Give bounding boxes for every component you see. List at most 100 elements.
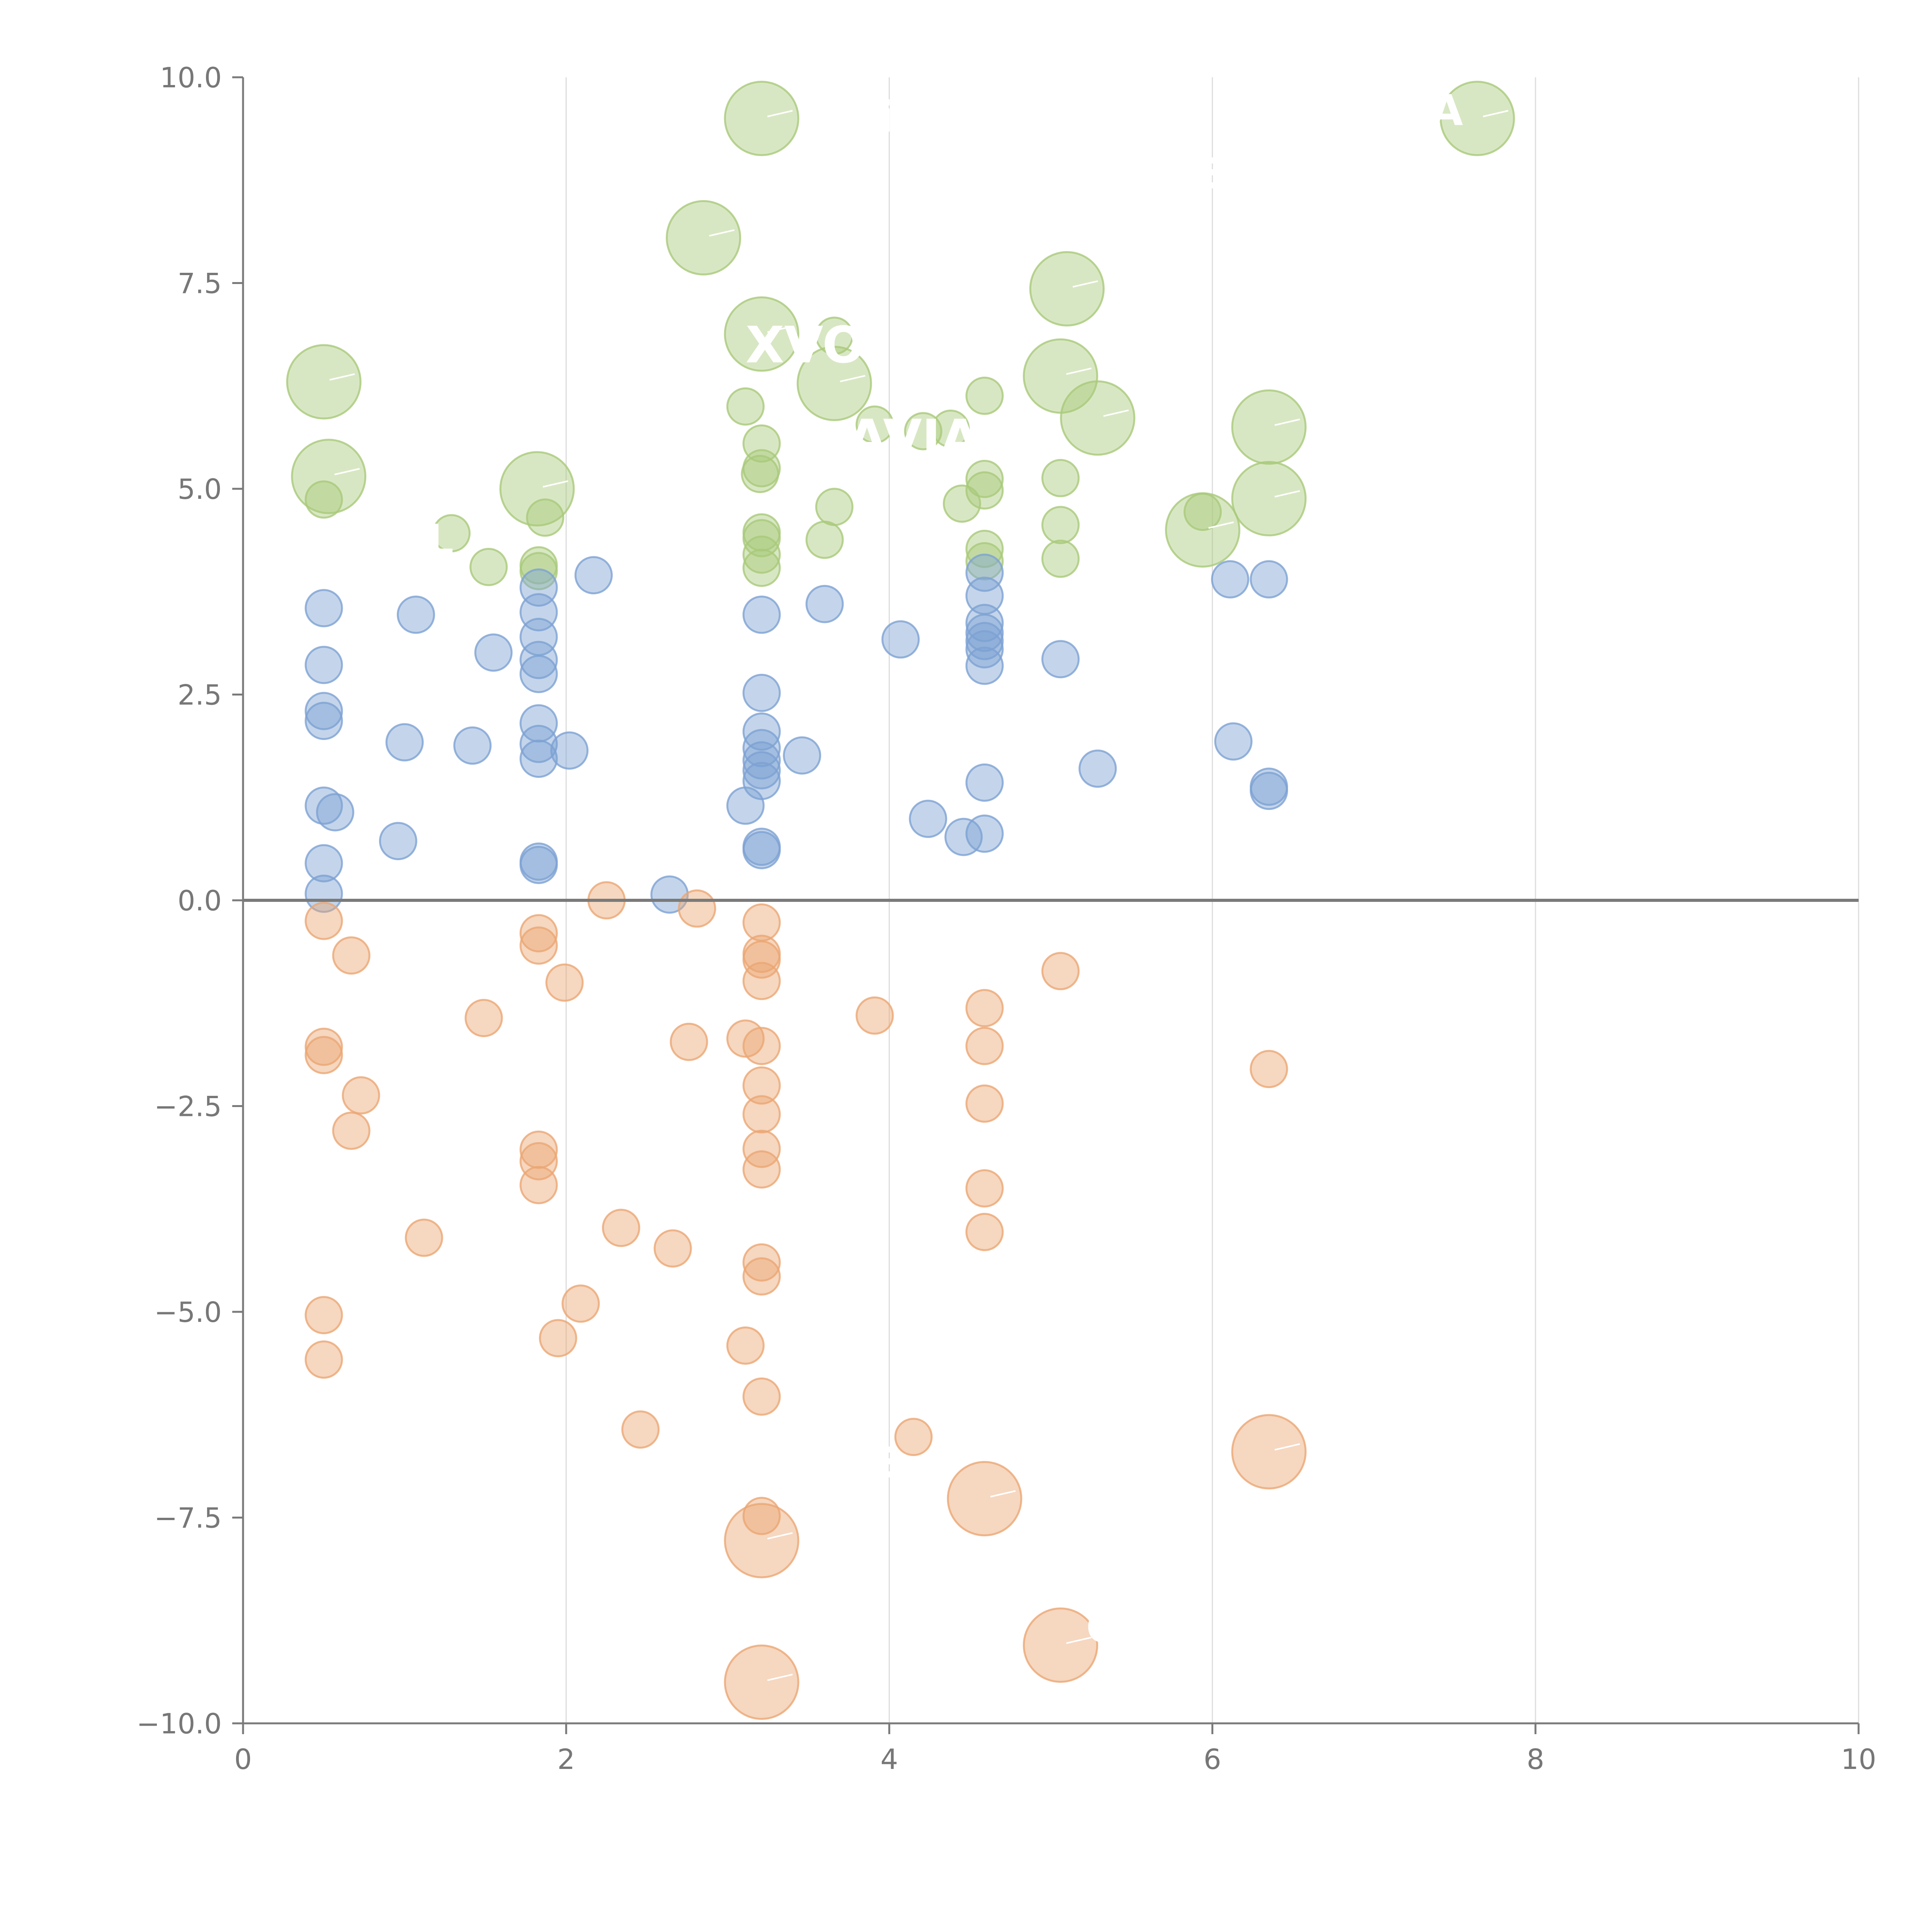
data-point-green bbox=[965, 459, 1004, 498]
data-point-orange bbox=[519, 914, 558, 952]
data-point-blue bbox=[304, 589, 343, 628]
data-point-blue bbox=[742, 831, 781, 869]
data-point-blue bbox=[396, 595, 435, 634]
data-point-orange bbox=[1023, 1607, 1099, 1683]
annotation-label: O bbox=[1086, 1602, 1122, 1652]
data-point-blue bbox=[1250, 560, 1288, 599]
data-point-orange bbox=[332, 1111, 371, 1150]
leader-line bbox=[1103, 409, 1129, 417]
data-point-orange bbox=[519, 926, 558, 965]
data-point-blue bbox=[805, 585, 844, 623]
data-point-green bbox=[1439, 81, 1515, 156]
data-point-blue bbox=[519, 724, 558, 763]
leader-line bbox=[1274, 1443, 1300, 1451]
data-point-green bbox=[943, 484, 981, 523]
data-point-green bbox=[742, 548, 781, 587]
y-tick-label: −10.0 bbox=[136, 1708, 222, 1740]
data-point-green bbox=[965, 542, 1004, 580]
data-point-orange bbox=[894, 1418, 933, 1456]
data-point-blue bbox=[965, 553, 1004, 592]
y-tick-label: −5.0 bbox=[154, 1296, 222, 1328]
data-point-blue bbox=[742, 712, 781, 751]
data-point-blue bbox=[742, 751, 781, 789]
leader-line bbox=[709, 229, 735, 237]
data-point-orange bbox=[947, 1461, 1022, 1537]
axes: −10.0 −7.5 −5.0 −2.5 0.0 2.5 5.0 7.5 10.0 0 2 4 6 8 10 bbox=[136, 61, 1876, 1776]
data-point-green bbox=[965, 471, 1004, 510]
data-point-green bbox=[499, 451, 575, 527]
data-point-blue bbox=[965, 763, 1004, 802]
leader-line bbox=[329, 373, 355, 381]
data-point-orange bbox=[405, 1218, 443, 1257]
data-point-blue bbox=[1078, 749, 1117, 788]
x-tick-label: 6 bbox=[1204, 1743, 1221, 1776]
data-point-green bbox=[666, 200, 742, 276]
data-point-blue bbox=[965, 630, 1004, 668]
data-point-blue bbox=[881, 620, 920, 659]
leader-line bbox=[1274, 490, 1300, 498]
annotation-label: XVO bbox=[745, 316, 865, 374]
annotation-label: L bbox=[427, 515, 454, 565]
data-point-green bbox=[1184, 493, 1222, 531]
leader-line bbox=[1066, 367, 1092, 375]
data-point-green bbox=[526, 498, 565, 537]
data-point-green bbox=[469, 548, 508, 586]
y-tick-label: 0.0 bbox=[177, 884, 222, 917]
data-point-green bbox=[1041, 506, 1080, 544]
data-point-orange bbox=[965, 1169, 1004, 1208]
data-point-blue bbox=[742, 595, 781, 634]
data-point-green bbox=[304, 480, 343, 519]
data-point-orange bbox=[965, 1213, 1004, 1251]
bubbles bbox=[286, 81, 1515, 1720]
data-point-green bbox=[815, 488, 854, 526]
leader-line bbox=[767, 110, 793, 117]
annotation-label: E bbox=[1198, 149, 1227, 199]
leader-line bbox=[840, 375, 866, 383]
data-point-green bbox=[815, 316, 854, 355]
data-point-blue bbox=[742, 673, 781, 712]
data-point-orange bbox=[724, 1503, 799, 1578]
annotation-label: A bbox=[1430, 86, 1463, 135]
data-point-blue bbox=[742, 741, 781, 780]
data-point-blue bbox=[304, 874, 343, 913]
data-point-blue bbox=[726, 786, 765, 825]
data-point-orange bbox=[742, 1243, 781, 1282]
x-tick-label: 4 bbox=[880, 1743, 898, 1776]
data-point-orange bbox=[561, 1284, 600, 1323]
data-point-green bbox=[1231, 461, 1307, 537]
data-point-blue bbox=[379, 822, 417, 861]
data-point-blue bbox=[304, 702, 343, 740]
leader-line bbox=[1208, 521, 1234, 529]
data-point-orange bbox=[742, 962, 781, 1000]
data-point-orange bbox=[1250, 1050, 1288, 1088]
data-point-green bbox=[1041, 459, 1080, 497]
leader-line bbox=[990, 1490, 1016, 1498]
data-point-orange bbox=[304, 901, 343, 940]
annotations: XVO AVIA Li E A E O bbox=[329, 86, 1509, 1681]
y-tick-label: 10.0 bbox=[160, 61, 222, 94]
data-point-orange bbox=[1231, 1414, 1307, 1490]
data-point-green bbox=[855, 405, 894, 444]
data-point-blue bbox=[965, 814, 1004, 853]
data-point-green bbox=[796, 345, 872, 421]
data-point-orange bbox=[304, 1027, 343, 1066]
data-point-green bbox=[904, 412, 942, 451]
data-point-orange bbox=[742, 1497, 781, 1535]
data-point-blue bbox=[304, 692, 343, 730]
data-point-green bbox=[805, 520, 844, 559]
y-tick-label: 7.5 bbox=[177, 267, 222, 300]
leader-line bbox=[767, 1532, 793, 1540]
y-tick-label: −7.5 bbox=[154, 1502, 222, 1534]
data-point-orange bbox=[332, 936, 371, 975]
data-point-blue bbox=[453, 726, 492, 765]
data-point-orange bbox=[304, 1340, 343, 1379]
data-point-orange bbox=[621, 1410, 660, 1449]
annotation-label: AVIA bbox=[847, 408, 979, 467]
data-point-green bbox=[1231, 389, 1307, 465]
data-point-blue bbox=[385, 723, 424, 762]
data-point-green bbox=[519, 552, 558, 590]
data-point-blue bbox=[965, 646, 1004, 685]
data-point-green bbox=[286, 344, 362, 420]
data-point-blue bbox=[1041, 640, 1080, 679]
data-point-orange bbox=[678, 889, 716, 928]
